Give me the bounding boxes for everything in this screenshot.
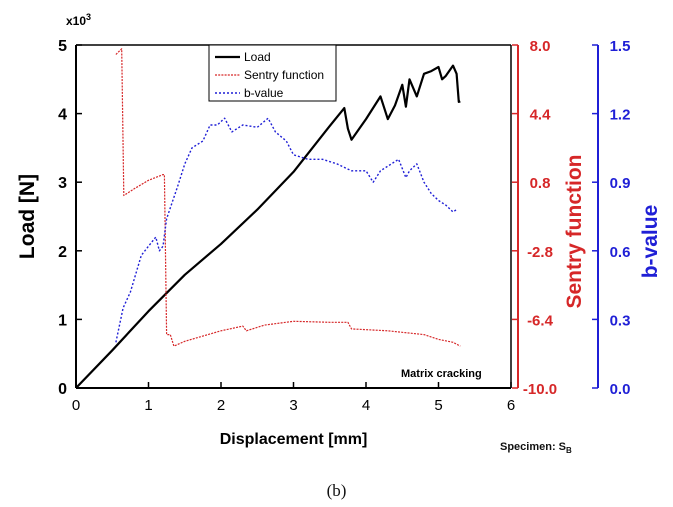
legend-label: b-value (244, 86, 284, 100)
y-tick-label: 3 (58, 175, 67, 192)
legend: Load Sentry function b-value (208, 44, 337, 102)
y2-axis-title: Sentry function (563, 154, 586, 308)
x-tick-label: 1 (144, 397, 152, 414)
y-tick-label: 2 (58, 244, 67, 261)
y-multiplier-label: x103 (66, 12, 91, 28)
x-tick-label: 0 (72, 397, 80, 414)
legend-box (208, 44, 337, 102)
load-line (75, 64, 461, 389)
specimen-label: Specimen: SB (500, 441, 572, 456)
x-tick-label: 6 (507, 397, 515, 414)
y-axis-title: Load [N] (16, 174, 39, 259)
chart: 0 1 2 3 4 5 6 0 1 2 3 4 5 -10.0 -6.4 -2.8 0.8 4.4 8.0 0.0 0.… (16, 12, 662, 448)
y-tick-label: 4 (58, 107, 67, 124)
b-value-line (115, 117, 457, 343)
figure-caption: (b) (326, 481, 347, 500)
y-tick-label: 5 (58, 38, 67, 55)
y-tick-label: 1 (58, 312, 67, 329)
y-tick-label: 0 (58, 381, 67, 398)
x-tick-label: 3 (289, 397, 297, 414)
y2-tick-label: -2.8 (527, 244, 553, 261)
x-tick-label: 5 (434, 397, 442, 414)
legend-label: Load (244, 50, 271, 64)
y3-tick-label: 0.0 (610, 381, 631, 398)
x-tick-label: 4 (362, 397, 370, 414)
y3-tick-label: 0.3 (610, 312, 631, 329)
y2-tick-label: 8.0 (530, 38, 551, 55)
y2-tick-label: -10.0 (523, 381, 557, 398)
y3-tick-label: 0.6 (610, 244, 631, 261)
y2-tick-label: -6.4 (527, 312, 554, 329)
y3-tick-label: 1.5 (610, 38, 631, 55)
x-axis-title: Displacement [mm] (220, 431, 368, 448)
y3-tick-label: 1.2 (610, 107, 631, 124)
y3-axis-title: b-value (639, 205, 662, 279)
y2-tick-label: 0.8 (530, 175, 551, 192)
series-layer (75, 48, 461, 389)
sentry-function-line (115, 48, 461, 347)
x-tick-label: 2 (217, 397, 225, 414)
legend-label: Sentry function (244, 68, 324, 82)
y3-tick-label: 0.9 (610, 175, 631, 192)
axes-layer: 0 1 2 3 4 5 6 0 1 2 3 4 5 -10.0 -6.4 -2.8 0.8 4.4 8.0 0.0 0.… (16, 12, 662, 448)
matrix-cracking-annotation: Matrix cracking (401, 368, 482, 380)
y2-tick-label: 4.4 (530, 107, 552, 124)
